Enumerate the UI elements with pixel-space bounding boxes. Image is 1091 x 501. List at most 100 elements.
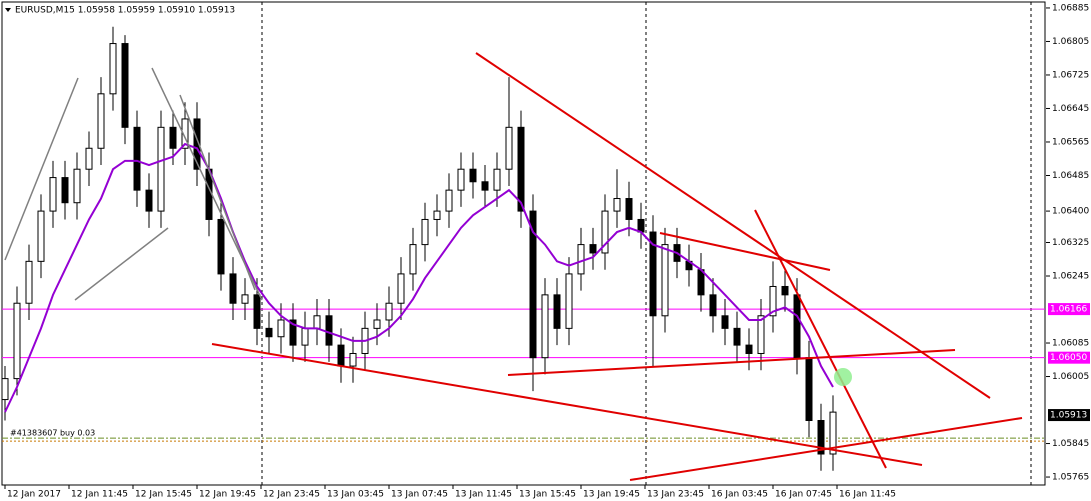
plot-frame [1,1,1046,486]
price-label: 1.06050 [1050,353,1087,363]
candle-body [229,273,237,304]
price-label-bg [1048,303,1090,316]
candle-body [313,315,321,329]
y-tick-label: 1.06805 [1052,37,1089,47]
y-tick-label: 1.06245 [1052,272,1089,282]
trendline [475,52,991,399]
candle-body [541,294,549,359]
trendline [211,343,923,466]
chart-title: EURUSD,M15 1.05958 1.05959 1.05910 1.059… [15,6,235,16]
candle-body [757,315,765,354]
x-tick-label: 13 Jan 19:45 [583,490,640,500]
gray-trendlines [4,67,263,301]
candle-body [745,344,753,354]
candle-body [373,319,381,329]
candle-body [769,285,777,317]
x-tick-label: 12 Jan 15:45 [135,490,192,500]
x-tick-label: 13 Jan 07:45 [391,490,448,500]
current-price-bg [1048,409,1090,422]
candle-body [469,168,477,183]
candle-body [409,244,417,275]
trendline [74,227,169,301]
candle-body [37,210,45,262]
candle-body [553,294,561,329]
y-tick-label: 1.06485 [1052,171,1089,181]
candle-body [625,198,633,220]
candle-body [493,168,501,191]
candle-body [433,210,441,220]
candle-body [277,319,285,338]
candle-body [61,177,69,204]
x-tick-label: 13 Jan 11:45 [455,490,512,500]
candle-body [109,43,117,95]
candle-body [565,273,573,329]
marker-dot [834,368,852,386]
candle-body [85,147,93,170]
candle-body [733,327,741,346]
candle-body [637,218,645,233]
candle-body [25,260,33,304]
candle-body [289,319,297,346]
x-tick-label: 12 Jan 19:45 [199,490,256,500]
candle-body [649,231,657,317]
candle-body [457,168,465,191]
candle-body [157,126,165,212]
candle-body [589,244,597,254]
trendline [4,77,79,261]
candle-body [49,177,57,212]
candle-body [661,244,669,317]
y-tick-label: 1.06725 [1052,70,1089,80]
x-tick-label: 13 Jan 23:45 [647,490,704,500]
candle-body [529,210,537,359]
candle-body [97,93,105,149]
order-label: #41383607 buy 0.03 [10,429,95,438]
candle-body [829,411,837,455]
y-tick-label: 1.06645 [1052,104,1089,114]
candle-body [169,126,177,149]
candle-body [193,118,201,170]
candle-body [121,43,129,128]
x-tick-label: 16 Jan 11:45 [839,490,896,500]
candle-body [181,118,189,149]
trendline [659,232,831,271]
candle-body [577,244,585,275]
candle-body [253,294,261,329]
candle-body [325,315,333,346]
candle-body [397,273,405,304]
trendline [754,209,887,469]
candle-body [301,327,309,346]
y-tick-label: 1.06565 [1052,137,1089,147]
trendline [179,94,256,291]
candle-body [145,189,153,212]
current-price-label: 1.05913 [1050,411,1087,421]
candle-body [13,302,21,380]
x-tick-label: 12 Jan 11:45 [71,490,128,500]
candle-body [133,126,141,191]
candle-body [337,344,345,367]
candle-body [709,294,717,317]
candle-body [517,126,525,212]
red-trendlines [211,52,1023,481]
menu-arrow [5,8,11,12]
candle-body [721,315,729,329]
candle-body [349,352,357,367]
candle-body [421,218,429,246]
x-tick-label: 12 Jan 23:45 [263,490,320,500]
candle-body [385,302,393,321]
candle-body [697,269,705,296]
x-tick-label: 16 Jan 07:45 [775,490,832,500]
moving-average [4,142,834,413]
price-label: 1.06166 [1050,305,1087,315]
trendline [629,417,1023,481]
candle-body [505,126,513,170]
y-tick-label: 1.06400 [1052,207,1089,217]
x-tick-label: 13 Jan 03:45 [327,490,384,500]
candle-body [793,294,801,359]
y-tick-label: 1.05845 [1052,439,1089,449]
candle-body [445,189,453,212]
day-separators [261,2,1032,485]
candle-body [817,420,825,455]
x-tick-label: 13 Jan 15:45 [519,490,576,500]
candle-body [1,378,9,401]
